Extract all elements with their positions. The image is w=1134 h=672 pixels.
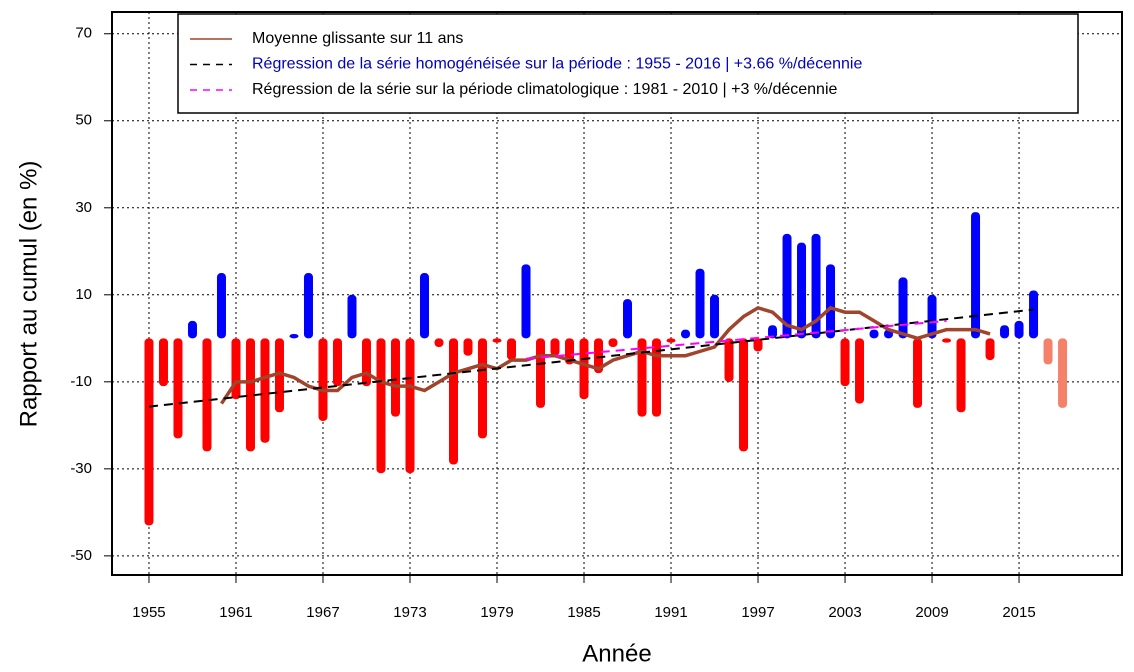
bar (463, 338, 473, 356)
bar (173, 338, 183, 439)
bar (1043, 338, 1053, 365)
bar (913, 338, 923, 408)
bar (797, 242, 807, 339)
x-tick-label: 1991 (654, 604, 687, 621)
bar (869, 329, 879, 339)
bar (956, 338, 966, 413)
y-tick-label: 50 (75, 112, 92, 129)
x-tick-label: 1985 (567, 604, 600, 621)
legend-label: Régression de la série sur la période cl… (252, 81, 838, 98)
bar (202, 338, 212, 452)
bar (826, 264, 836, 339)
x-axis-label: Année (582, 640, 651, 667)
bar (782, 233, 792, 339)
y-axis-label: Rapport au cumul (en %) (15, 161, 42, 428)
bar (710, 294, 720, 339)
bar (594, 338, 604, 374)
bar (361, 338, 371, 387)
legend-label: Moyenne glissante sur 11 ans (252, 30, 463, 47)
bar (652, 338, 662, 417)
bar (971, 212, 981, 339)
y-tick-label: 30 (75, 199, 92, 216)
bar (637, 338, 647, 417)
y-tick-label: -50 (70, 547, 92, 564)
legend-box (177, 13, 1079, 114)
bar (1058, 338, 1068, 408)
bar (927, 294, 937, 339)
bar (724, 338, 734, 382)
bar (390, 338, 400, 417)
plot-frame (111, 11, 1123, 576)
bar (158, 338, 168, 387)
x-tick-label: 2009 (915, 604, 948, 621)
y-tick-label: -30 (70, 460, 92, 477)
bar (245, 338, 255, 452)
bar (608, 338, 618, 348)
y-tick-label: -10 (70, 373, 92, 390)
bar (739, 338, 749, 452)
bar (449, 338, 459, 465)
y-tick-label: 10 (75, 286, 92, 303)
x-tick-label: 2015 (1002, 604, 1035, 621)
bar (550, 338, 560, 356)
bar (536, 338, 546, 408)
bar (985, 338, 995, 361)
bar (1029, 290, 1039, 339)
bar (303, 273, 313, 339)
legend-label: Régression de la série homogénéisée sur … (252, 56, 862, 73)
bar (332, 338, 342, 387)
bar (942, 338, 952, 343)
bar (768, 325, 778, 339)
x-tick-label: 2003 (828, 604, 861, 621)
bar (1000, 325, 1010, 339)
bar (840, 338, 850, 387)
bar (260, 338, 270, 443)
bar (347, 294, 357, 339)
bar (492, 338, 502, 343)
x-tick-label: 1967 (306, 604, 339, 621)
bar (376, 338, 386, 474)
line-series (220, 305, 991, 405)
bar (187, 320, 197, 339)
bar (144, 338, 154, 526)
x-tick-label: 1961 (219, 604, 252, 621)
line-series (525, 319, 947, 360)
bar (855, 338, 865, 404)
bar (434, 338, 444, 348)
bar (695, 268, 705, 339)
bar (231, 338, 241, 400)
bar (623, 299, 633, 339)
y-tick-label: 70 (75, 25, 92, 42)
x-tick-label: 1997 (741, 604, 774, 621)
bar (419, 273, 429, 339)
bar (1014, 320, 1024, 339)
bar (216, 273, 226, 339)
x-tick-label: 1955 (132, 604, 165, 621)
bar (478, 338, 488, 439)
bar (274, 338, 284, 413)
bar (579, 338, 589, 400)
x-tick-label: 1979 (480, 604, 513, 621)
bar (753, 338, 763, 352)
bar (666, 338, 676, 343)
bar (521, 264, 531, 339)
bar (681, 329, 691, 339)
bar (289, 333, 299, 339)
bar (507, 338, 517, 361)
bar (898, 277, 908, 339)
bar (405, 338, 415, 474)
bar (811, 233, 821, 339)
bar (318, 338, 328, 421)
x-tick-label: 1973 (393, 604, 426, 621)
